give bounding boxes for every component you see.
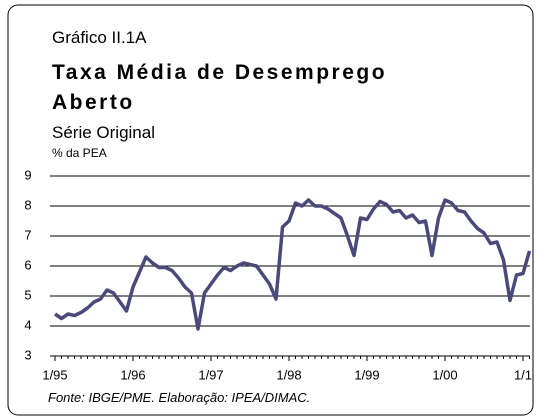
y-tick-label: 7 <box>24 227 31 242</box>
data-line <box>54 198 532 331</box>
y-tick-label: 4 <box>24 317 31 332</box>
y-tick-label: 8 <box>24 197 31 212</box>
x-tick-label: 1/98 <box>276 367 301 382</box>
x-tick-label: 1/96 <box>120 367 145 382</box>
x-tick-label: 1/99 <box>354 367 379 382</box>
x-tick-label: 1/1 <box>514 367 532 382</box>
x-tick-label: 1/00 <box>432 367 457 382</box>
chart-title: Taxa Média de Desemprego Aberto <box>52 61 388 114</box>
y-tick-label: 3 <box>24 347 31 362</box>
x-tick-label: 1/95 <box>42 367 67 382</box>
chart-label: Gráfico II.1A <box>52 28 147 47</box>
chart-subtitle: Série Original <box>52 123 155 142</box>
y-tick-label: 9 <box>24 167 31 182</box>
source-note: Fonte: IBGE/PME. Elaboração: IPEA/DIMAC. <box>48 390 311 405</box>
y-axis-label: % da PEA <box>52 146 107 160</box>
x-tick-label: 1/97 <box>198 367 223 382</box>
frame <box>7 4 534 416</box>
y-tick-label: 5 <box>24 287 31 302</box>
y-tick-label: 6 <box>24 257 31 272</box>
